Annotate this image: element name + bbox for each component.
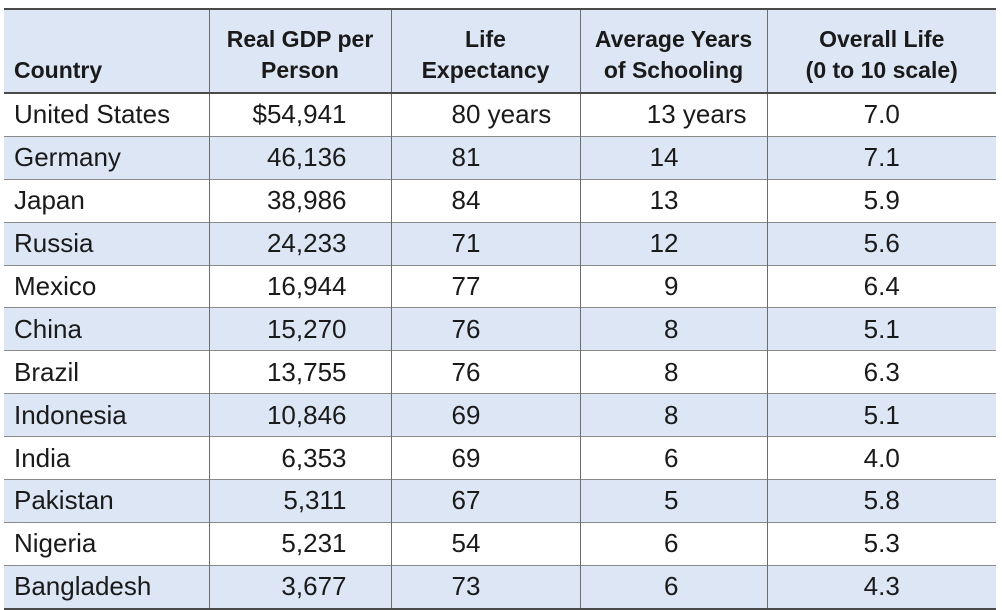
- cell-gdp: 15,270: [208, 307, 391, 351]
- cell-life-expectancy: 76: [390, 350, 580, 394]
- table-row: China 15,270 76 8 5.1: [4, 307, 996, 351]
- header-overall-line1: Overall Life: [819, 26, 945, 52]
- cell-country: United States: [4, 93, 209, 137]
- header-life-line1: Life: [465, 26, 506, 52]
- cell-country: India: [4, 436, 209, 480]
- cell-life-expectancy: 54: [390, 521, 580, 566]
- header-country: Country: [4, 9, 209, 94]
- cell-gdp: 10,846: [208, 393, 391, 437]
- cell-gdp: 5,231: [208, 521, 391, 566]
- cell-life-expectancy: 71: [390, 221, 580, 266]
- cell-overall-life: 5.1: [766, 307, 996, 351]
- cell-schooling: 5: [579, 479, 767, 523]
- cell-country: Mexico: [4, 264, 209, 308]
- table-row: Brazil 13,755 76 8 6.3: [4, 350, 996, 394]
- table-row: Mexico 16,944 77 9 6.4: [4, 264, 996, 308]
- cell-country: Germany: [4, 135, 209, 180]
- table-row: Pakistan 5,311 67 5 5.8: [4, 479, 996, 523]
- table-row: Indonesia 10,846 69 8 5.1: [4, 393, 996, 437]
- cell-schooling: 6: [579, 521, 767, 566]
- header-gdp-line2: Person: [261, 57, 339, 83]
- cell-gdp: 46,136: [208, 135, 391, 180]
- cell-life-expectancy: 81: [390, 135, 580, 180]
- cell-country: Pakistan: [4, 479, 209, 523]
- cell-gdp: 6,353: [208, 436, 391, 480]
- cell-country: Nigeria: [4, 521, 209, 566]
- table-row: United States $54,941 80 years 13 years 7.0: [4, 93, 996, 137]
- table-row: Bangladesh 3,677 73 6 4.3: [4, 564, 996, 609]
- header-life-expectancy: Life Expectancy: [390, 9, 580, 94]
- cell-overall-life: 4.3: [766, 564, 996, 609]
- cell-schooling: 8: [579, 393, 767, 437]
- cell-overall-life: 5.1: [766, 393, 996, 437]
- cell-overall-life: 5.3: [766, 521, 996, 566]
- table-body: United States $54,941 80 years 13 years 7.0 G…: [4, 93, 996, 609]
- cell-country: Brazil: [4, 350, 209, 394]
- cell-gdp: 13,755: [208, 350, 391, 394]
- header-overall-life: Overall Life (0 to 10 scale): [766, 9, 996, 94]
- cell-gdp: 38,986: [208, 178, 391, 223]
- table-row: Russia 24,233 71 12 5.6: [4, 221, 996, 266]
- cell-overall-life: 5.9: [766, 178, 996, 223]
- cell-gdp: $54,941: [208, 93, 391, 137]
- header-overall-line2: (0 to 10 scale): [805, 57, 958, 83]
- cell-gdp: 5,311: [208, 479, 391, 523]
- cell-life-expectancy: 84: [390, 178, 580, 223]
- cell-gdp: 3,677: [208, 564, 391, 609]
- cell-overall-life: 6.4: [766, 264, 996, 308]
- header-school-line2: of Schooling: [603, 57, 744, 83]
- header-school-line1: Average Years: [594, 26, 753, 52]
- cell-schooling: 14: [579, 135, 767, 180]
- cell-overall-life: 5.6: [766, 221, 996, 266]
- cell-overall-life: 4.0: [766, 436, 996, 480]
- cell-schooling: 8: [579, 350, 767, 394]
- cell-schooling: 8: [579, 307, 767, 351]
- cell-schooling: 13 years: [579, 93, 767, 137]
- cell-life-expectancy: 77: [390, 264, 580, 308]
- cell-schooling: 6: [579, 564, 767, 609]
- header-gdp: Real GDP per Person: [208, 9, 391, 94]
- header-life-line2: Expectancy: [421, 57, 550, 83]
- header-row: Country Real GDP per Person Life Expectanc…: [4, 9, 996, 94]
- cell-schooling: 12: [579, 221, 767, 266]
- cell-life-expectancy: 69: [390, 393, 580, 437]
- cell-life-expectancy: 80 years: [390, 93, 580, 137]
- cell-gdp: 16,944: [208, 264, 391, 308]
- cell-schooling: 9: [579, 264, 767, 308]
- table-row: India 6,353 69 6 4.0: [4, 436, 996, 480]
- header-schooling: Average Years of Schooling: [579, 9, 767, 94]
- cell-country: Japan: [4, 178, 209, 223]
- cell-country: China: [4, 307, 209, 351]
- cell-country: Russia: [4, 221, 209, 266]
- cell-life-expectancy: 67: [390, 479, 580, 523]
- data-table-container: Country Real GDP per Person Life Expectanc…: [4, 8, 996, 610]
- table-row: Japan 38,986 84 13 5.9: [4, 178, 996, 223]
- cell-schooling: 13: [579, 178, 767, 223]
- table-row: Nigeria 5,231 54 6 5.3: [4, 521, 996, 566]
- header-gdp-line1: Real GDP per: [226, 26, 374, 52]
- cell-gdp: 24,233: [208, 221, 391, 266]
- cell-life-expectancy: 76: [390, 307, 580, 351]
- cell-country: Indonesia: [4, 393, 209, 437]
- cell-life-expectancy: 69: [390, 436, 580, 480]
- cell-life-expectancy: 73: [390, 564, 580, 609]
- cell-overall-life: 7.1: [766, 135, 996, 180]
- cell-country: Bangladesh: [4, 564, 209, 609]
- cell-overall-life: 7.0: [766, 93, 996, 137]
- cell-schooling: 6: [579, 436, 767, 480]
- country-comparison-table: Country Real GDP per Person Life Expectanc…: [4, 8, 996, 610]
- cell-overall-life: 6.3: [766, 350, 996, 394]
- header-country-label: Country: [14, 57, 103, 83]
- table-row: Germany 46,136 81 14 7.1: [4, 135, 996, 180]
- cell-overall-life: 5.8: [766, 479, 996, 523]
